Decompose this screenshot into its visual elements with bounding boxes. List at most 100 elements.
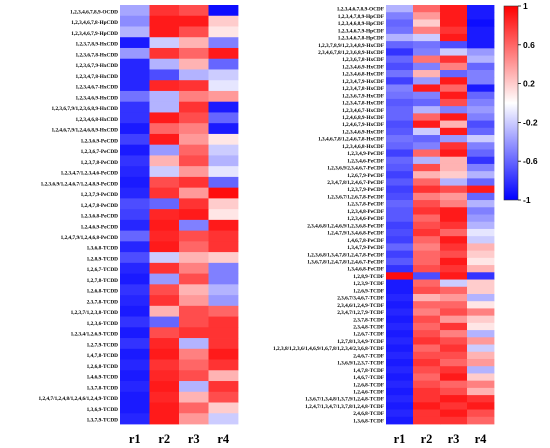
heatmap-cell [120,252,150,264]
heatmap-cell [208,230,239,242]
heatmap-cell [120,273,150,285]
heatmap-cell [179,391,209,403]
heatmap-cell [467,91,495,100]
heatmap-cell [386,156,414,165]
heatmap-cell [440,84,468,93]
heatmap-cell [467,416,495,425]
row-label: 2,3,4,8-TCDF [353,325,384,331]
heatmap-cell [467,149,495,158]
heatmap-cell [413,221,441,230]
heatmap-cell [440,200,468,208]
heatmap-cell [413,409,441,418]
heatmap-cell [413,330,441,338]
heatmap-cell [467,127,495,136]
heatmap-cell [440,106,468,114]
heatmap-cell [386,402,414,410]
heatmap-cell [149,69,180,81]
heatmap-cell [467,41,495,49]
row-label: 1,2,3,9-TCDF [353,281,384,287]
heatmap-cell [149,112,180,124]
heatmap-cell [413,366,441,374]
heatmap-cell [179,252,209,264]
heatmap-cell [179,133,209,146]
heatmap-cell [149,241,180,253]
heatmap-cell [413,149,441,158]
heatmap-cell [413,48,441,56]
heatmap-cell [386,178,414,186]
heatmap-cell [120,381,150,393]
heatmap-cell [413,250,441,259]
heatmap-cell [440,19,468,28]
heatmap-cell [120,187,150,199]
heatmap-cell [386,265,414,273]
heatmap-cell [149,37,180,49]
heatmap-cell [120,69,150,81]
row-label: 1,2,3,4,6,7,8,9-OCDF [337,7,384,13]
heatmap-cell [467,380,495,389]
heatmap-cell [467,77,495,85]
heatmap-cell [208,26,239,38]
heatmap-cell [440,113,468,121]
heatmap-cell [386,330,414,338]
heatmap-cell [120,123,150,135]
heatmap-cell [440,127,468,136]
heatmap-cell [149,370,180,382]
heatmap-cell [120,402,150,414]
heatmap-cell [149,305,180,317]
heatmap-cell [179,26,209,38]
heatmap-cell [467,178,495,186]
heatmap-cell [149,327,180,339]
heatmap-cell [179,101,209,113]
row-label: 1,2,3,4,6,7,9-HpCDF [338,28,384,34]
heatmap-cell [149,348,180,360]
row-label: 1,2,3,4,7,9-HxCDF [342,79,384,85]
row-label: 1,2,3,4,9-PeCDF [347,151,384,157]
heatmap-cell [149,176,180,189]
heatmap-cell [120,209,150,221]
heatmap-cell [467,48,495,56]
heatmap-cell [179,15,209,27]
heatmap-cell [208,348,239,360]
heatmap-cell [179,47,209,60]
heatmap-cell [120,144,150,156]
heatmap-cell [413,192,441,201]
row-label: 1,2,6,8-TCDD [87,289,119,295]
row-label: 1,2,3,6,7,9-HxCDD [75,63,118,69]
heatmap-cell [413,308,441,317]
heatmap-cell [179,316,209,328]
heatmap-cell [120,391,150,403]
heatmap-cell [386,192,414,201]
heatmap-cell [208,284,239,296]
heatmap-cell [413,135,441,143]
heatmap-cell [208,15,239,27]
row-label: 1,2,3,4,7,8,9-HpCDF [338,14,384,20]
row-label: 1,2,3,4,6,9-HxCDF [342,64,384,70]
heatmap-cell [413,5,441,13]
heatmap-cell [208,295,239,307]
heatmap-cell [149,381,180,393]
column-label-r1: r1 [394,432,406,446]
heatmap-cell [467,163,495,172]
heatmap-cell [179,273,209,285]
heatmap-cell [467,62,495,71]
heatmap-cell [467,257,495,266]
heatmap-cell [467,279,495,288]
row-label: 1,2,7,8/1,3,4,9-TCDF [337,339,384,345]
heatmap-cell [120,241,150,253]
heatmap-cell [386,351,414,360]
heatmap-cell [179,348,209,360]
row-label: 1,3,7,9-TCDD [87,418,119,424]
row-label: 1,3,4,6,8-PeCDF [347,267,384,273]
heatmap-cell [440,171,468,179]
row-label: 2,3,4,6/1,2,4,9-TCDF [337,303,384,309]
heatmap-cell [467,366,495,374]
heatmap-cell [149,101,180,113]
heatmap-cell [386,135,414,143]
heatmap-cell [440,142,468,150]
heatmap-cell [179,187,209,199]
row-label: 1,3,7,8-TCDD [87,385,119,391]
row-label: 1,2,3,7,8,9/1,2,3,4,8,9-HxCDF [318,43,384,49]
heatmap-cell [386,48,414,56]
heatmap-cell [440,156,468,165]
heatmap-cell [440,41,468,49]
